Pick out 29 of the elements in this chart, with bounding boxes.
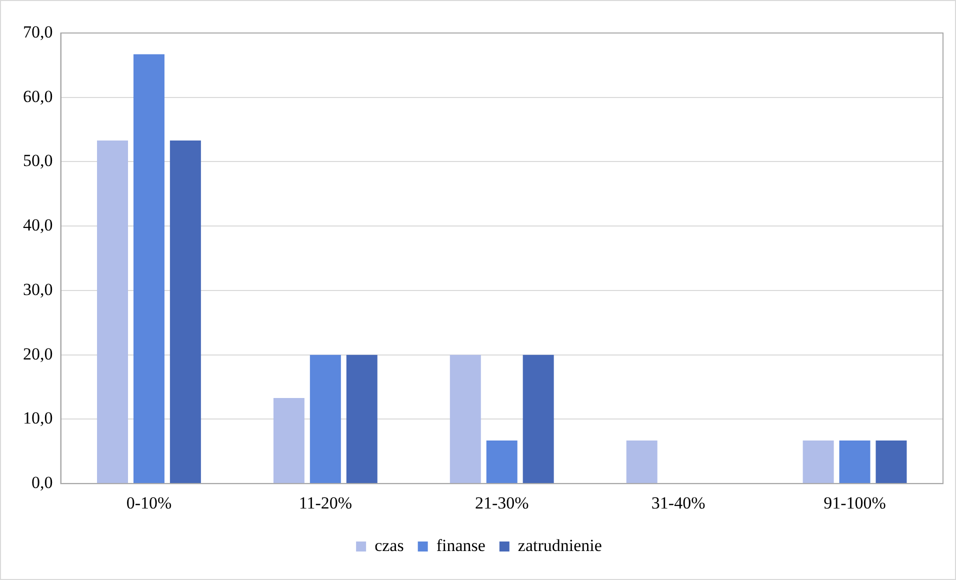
bar xyxy=(346,354,378,484)
legend-label: zatrudnienie xyxy=(518,536,602,555)
bar xyxy=(839,440,870,484)
y-tick-label: 40,0 xyxy=(23,216,53,235)
y-tick-label: 60,0 xyxy=(23,86,53,106)
y-tick-label: 30,0 xyxy=(23,280,53,299)
bar xyxy=(522,354,554,484)
bar xyxy=(802,440,834,484)
legend-label: czas xyxy=(374,536,404,555)
bar xyxy=(486,440,518,484)
x-tick-label: 0-10% xyxy=(126,493,172,512)
legend-label: finanse xyxy=(436,536,486,555)
bar xyxy=(450,354,481,484)
y-tick-label: 10,0 xyxy=(23,408,53,428)
y-tick-label: 20,0 xyxy=(23,344,53,364)
x-tick-label: 11-20% xyxy=(298,493,352,512)
x-tick-label: 21-30% xyxy=(474,493,529,512)
y-tick-label: 70,0 xyxy=(23,22,53,42)
bar xyxy=(133,54,164,484)
y-tick-label: 50,0 xyxy=(23,151,53,170)
x-tick-label: 31-40% xyxy=(651,493,706,512)
bar xyxy=(97,140,128,484)
x-tick-label: 91-100% xyxy=(824,493,886,512)
bar xyxy=(876,440,907,484)
bar xyxy=(170,140,201,484)
bar xyxy=(310,354,341,484)
bar xyxy=(626,440,658,484)
bar xyxy=(273,398,304,484)
y-tick-label: 0,0 xyxy=(32,473,53,492)
